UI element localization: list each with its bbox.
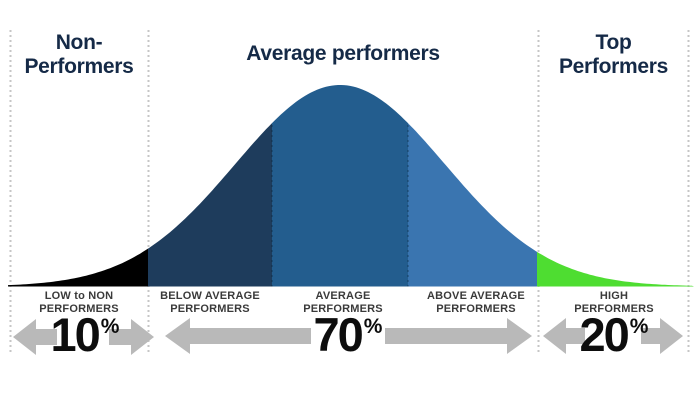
segment-low-to-non <box>8 85 148 287</box>
zone-header-line: Non- <box>55 31 103 54</box>
band-label-line: PERFORMERS <box>39 302 119 315</box>
range-arrows <box>13 318 683 355</box>
percent-average-performers: 70 % <box>283 308 413 361</box>
arrow-left-icon <box>13 319 57 355</box>
band-label-line: HIGH <box>599 290 629 302</box>
zone-header-line: Average performers <box>246 42 440 65</box>
band-label-line: PERFORMERS <box>170 302 250 315</box>
band-label-high: HIGH PERFORMERS <box>539 290 689 315</box>
arrow-left-icon <box>543 318 585 354</box>
arrow-right-icon <box>641 318 683 354</box>
percent-non-performers: 10 % <box>20 308 150 361</box>
arrow-right-icon <box>109 319 154 355</box>
band-label-line: BELOW AVERAGE <box>160 290 260 302</box>
zone-header-non-performers: Non- Performers <box>10 31 148 79</box>
zone-header-line: Performers <box>24 55 134 78</box>
band-label-line: LOW to NON <box>44 290 114 302</box>
zone-header-line: Performers <box>558 55 669 78</box>
percent-sign: % <box>100 315 120 338</box>
percent-value: 20 <box>579 308 630 361</box>
band-label-line: AVERAGE <box>315 290 371 302</box>
dotted-guide-lines <box>9 30 690 352</box>
arrow-right-icon <box>385 318 532 354</box>
zone-header-line: Top <box>595 31 632 54</box>
percent-sign: % <box>363 315 383 338</box>
segment-high <box>537 85 694 287</box>
band-label-low-to-non: LOW to NON PERFORMERS <box>4 290 154 315</box>
band-label-line: PERFORMERS <box>436 302 516 315</box>
band-label-line: PERFORMERS <box>303 302 383 315</box>
bell-curve-segments <box>8 85 694 287</box>
band-label-line: PERFORMERS <box>574 302 654 315</box>
band-label-below-average: BELOW AVERAGE PERFORMERS <box>135 290 285 315</box>
segment-above-average <box>408 85 537 287</box>
zone-header-average-performers: Average performers <box>148 42 538 66</box>
percent-value: 70 <box>313 308 364 361</box>
percent-value: 10 <box>50 308 101 361</box>
segment-below-average <box>148 85 272 287</box>
percent-sign: % <box>629 315 649 338</box>
band-label-average: AVERAGE PERFORMERS <box>268 290 418 315</box>
band-label-line: ABOVE AVERAGE <box>427 290 525 302</box>
percent-top-performers: 20 % <box>549 308 679 361</box>
segment-average <box>272 85 408 287</box>
zone-header-top-performers: Top Performers <box>538 31 689 79</box>
arrow-left-icon <box>165 318 311 354</box>
band-label-above-average: ABOVE AVERAGE PERFORMERS <box>401 290 551 315</box>
